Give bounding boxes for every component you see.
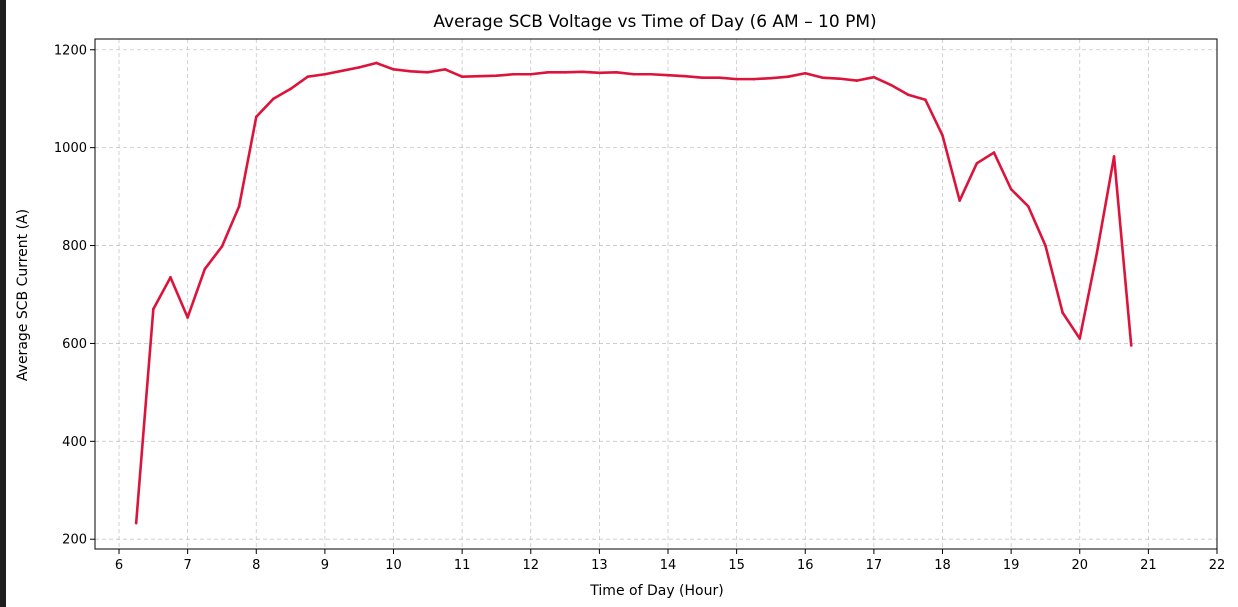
data-point [718,76,721,79]
x-tick-label: 11 [454,558,471,573]
data-point [1061,311,1064,314]
y-tick-label: 1000 [54,141,87,156]
x-tick-label: 10 [385,558,402,573]
data-point [683,74,687,78]
data-point [1095,251,1099,255]
x-tick-label: 16 [797,558,814,573]
x-tick-label: 13 [591,558,608,573]
data-point [924,98,927,101]
x-tick-label: 17 [866,558,883,573]
data-point [615,70,618,74]
grid-layer [95,39,1218,549]
data-point [701,76,704,79]
data-point [632,72,635,76]
data-point [1129,344,1133,347]
data-point [1078,337,1082,340]
y-tick-label: 800 [62,239,87,254]
data-point [1009,187,1013,191]
data-point [529,72,533,76]
data-point [752,77,756,81]
data-point [786,75,790,78]
data-point [340,69,344,73]
y-tick-label: 600 [62,337,87,352]
data-point [134,521,138,525]
data-point [975,162,979,165]
data-point [821,76,824,79]
data-point [803,71,807,75]
data-point [169,276,172,279]
data-point [203,267,207,271]
data-point [649,72,653,76]
data-point [426,70,430,74]
x-tick-label: 18 [934,558,951,573]
data-point [323,72,327,76]
data-point [769,76,773,80]
data-point [357,66,361,69]
data-point [838,77,841,80]
y-axis-label: Average SCB Current (A) [15,209,31,381]
x-tick-label: 7 [184,558,192,573]
data-point [272,97,275,101]
data-point [1112,155,1116,158]
x-tick-label: 12 [522,558,539,573]
y-tick-label: 1200 [54,43,87,58]
data-point [495,74,498,78]
chart-title: Average SCB Voltage vs Time of Day (6 AM… [433,12,876,32]
data-point [889,83,893,87]
series-layer [134,61,1133,525]
x-tick-label: 22 [1209,558,1226,573]
plot-frame [94,38,1218,550]
data-point [1026,205,1030,208]
data-point [666,73,670,77]
y-tick-label: 200 [62,533,87,548]
data-point [237,205,241,208]
data-point [409,70,412,73]
data-point [563,70,567,74]
x-tick-label: 20 [1071,558,1088,573]
data-point [1044,244,1047,247]
series-line [134,61,1133,525]
data-point [512,72,515,76]
y-tick-label: 400 [62,435,87,450]
axis-layer: 6 7 8 9 10 11 12 13 14 15 16 17 18 19 20 21 22 200 400 600 8… [54,43,1225,573]
data-point [958,199,961,202]
data-point [580,70,584,74]
x-tick-label: 14 [660,558,677,573]
x-tick-label: 21 [1140,558,1157,573]
data-point [460,75,464,78]
data-point [477,74,481,78]
data-point [735,77,738,81]
data-point [443,68,447,71]
data-point [306,75,310,78]
data-point [186,316,189,319]
data-point [872,75,876,79]
x-tick-label: 19 [1003,558,1020,573]
line-chart: Average SCB Voltage vs Time of Day (6 AM… [15,12,1225,599]
data-point [289,87,292,91]
data-point [906,93,910,97]
x-tick-label: 8 [252,558,260,573]
data-point [254,115,258,119]
data-point [220,245,224,248]
x-tick-label: 6 [115,558,123,573]
data-point [992,151,996,154]
data-point [941,134,944,137]
data-point [375,61,378,65]
data-point [598,71,601,75]
data-point [855,79,859,82]
data-point [152,307,155,311]
x-tick-label: 15 [728,558,745,573]
chart-figure: Average SCB Voltage vs Time of Day (6 AM… [6,0,1238,607]
data-point [546,70,550,74]
data-point [392,68,395,71]
x-tick-label: 9 [321,558,329,573]
x-axis-label: Time of Day (Hour) [589,583,723,599]
